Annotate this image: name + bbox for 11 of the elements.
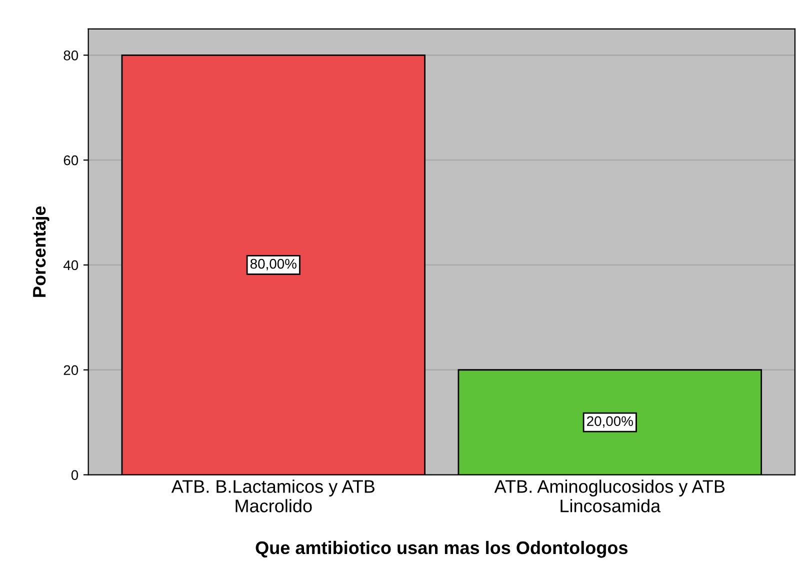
- y-tick-label: 40: [63, 260, 78, 270]
- y-tick-label: 0: [71, 470, 78, 480]
- x-axis-title: Que amtibiotico usan mas los Odontologos: [256, 540, 628, 558]
- x-tick-label: ATB. B.Lactamicos y ATB Macrolido: [171, 480, 374, 512]
- data-label: 20,00%: [587, 416, 633, 428]
- y-axis-title: Porcentaje: [32, 206, 50, 297]
- y-tick-label: 60: [64, 155, 78, 166]
- y-tick-label: 20: [64, 365, 78, 376]
- x-tick-label: ATB. Aminoglucosidos y ATB Lincosamida: [494, 480, 725, 512]
- y-tick-label: 80: [64, 50, 78, 60]
- data-label: 80,00%: [250, 258, 296, 270]
